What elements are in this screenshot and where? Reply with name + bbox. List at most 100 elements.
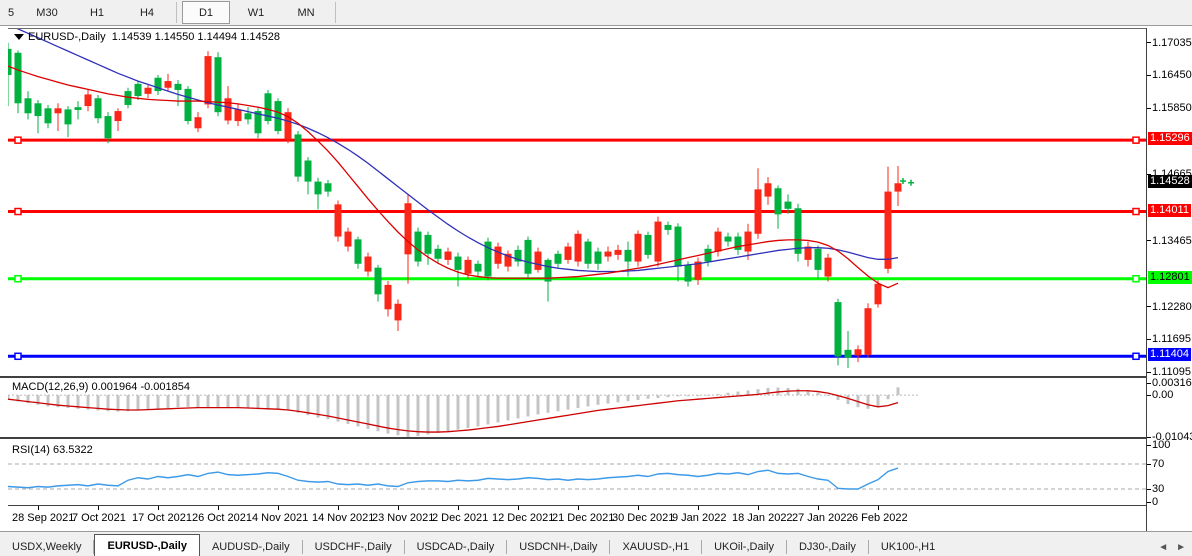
price-axis[interactable]: 1.170351.164501.158501.146651.134651.122… [1146, 28, 1192, 531]
macd-bar [186, 395, 190, 407]
date-tick-mark [638, 506, 639, 510]
tab-scroll-left-icon[interactable]: ◄ [1158, 542, 1169, 553]
macd-bar [496, 395, 500, 423]
candle [654, 221, 662, 262]
timeframe-button-h1[interactable]: H1 [89, 6, 105, 19]
rsi-pane[interactable] [8, 440, 1146, 505]
toolbar-separator [335, 2, 336, 23]
candle [134, 83, 142, 97]
macd-bar [286, 395, 290, 411]
symbol-tab-usdchf[interactable]: USDCHF-,Daily [314, 541, 392, 553]
price-axis-tick: 1.17035 [1152, 36, 1192, 49]
chevron-down-icon[interactable] [14, 34, 24, 41]
macd-indicator-label: MACD(12,26,9) [12, 381, 89, 393]
quote-low: 1.14494 [197, 31, 238, 43]
date-label: 23 Nov 2021 [372, 512, 435, 524]
price-chart-pane[interactable] [8, 28, 1146, 377]
timeframe-button-w1[interactable]: W1 [247, 6, 265, 19]
symbol-tab-ukoil[interactable]: UKOil-,Daily [714, 541, 774, 553]
symbol-tab-eurusd[interactable]: EURUSD-,Daily [94, 534, 200, 556]
macd-bar [676, 395, 680, 397]
tab-separator [785, 540, 787, 554]
timeframe-toolbar: 5 M30 H1 H4 D1 W1 MN [0, 0, 1192, 26]
candle [304, 160, 312, 182]
chart-title-row[interactable]: EURUSD-,Daily 1.14539 1.14550 1.14494 1.… [14, 31, 280, 43]
candle [314, 181, 322, 195]
candle [764, 183, 772, 197]
axis-tick-mark [1147, 306, 1151, 308]
candle [384, 284, 392, 310]
candle [184, 88, 192, 122]
hline-handle[interactable] [14, 207, 22, 216]
candle [634, 233, 642, 262]
candle [204, 56, 212, 105]
macd-bar [86, 395, 90, 410]
hline-handle[interactable] [1132, 274, 1140, 283]
hline-handle[interactable] [1132, 207, 1140, 216]
symbol-tab-xauusd[interactable]: XAUUSD-,H1 [622, 541, 690, 553]
symbol-tab-audusd[interactable]: AUDUSD-,Daily [211, 541, 290, 553]
axis-tick-mark [1147, 444, 1151, 446]
candle [774, 188, 782, 215]
macd-bar [316, 395, 320, 418]
macd-bar [656, 395, 660, 398]
hline-handle[interactable] [14, 352, 22, 361]
hline-handle[interactable] [14, 136, 22, 144]
macd-bar [606, 395, 610, 404]
time-axis[interactable]: 28 Sep 2021 7 Oct 2021 17 Oct 2021 26 Oct 2… [8, 505, 1146, 532]
timeframe-button-m30[interactable]: M30 [36, 6, 58, 19]
macd-bar [216, 395, 220, 408]
price-axis-tick: 1.15850 [1152, 102, 1192, 115]
macd-bar [726, 392, 730, 396]
candle [394, 303, 402, 321]
symbol-tab-usdcnh[interactable]: USDCNH-,Daily [519, 541, 598, 553]
candle [824, 257, 832, 277]
tab-scroll-right-icon[interactable]: ► [1176, 542, 1186, 553]
candle [624, 249, 632, 262]
symbol-tab-usdcad[interactable]: USDCAD-,Daily [416, 541, 495, 553]
timeframe-button-h4[interactable]: H4 [139, 6, 155, 19]
macd-bar [646, 395, 650, 399]
candle [794, 208, 802, 254]
hline-handle[interactable] [14, 274, 22, 283]
date-label: 14 Nov 2021 [312, 512, 375, 524]
macd-bar [546, 395, 550, 413]
candle [444, 251, 452, 260]
hline-handle[interactable] [1132, 352, 1140, 361]
macd-bar [836, 395, 840, 400]
symbol-tab-uk100[interactable]: UK100-,H1 [880, 541, 936, 553]
macd-bar [26, 395, 30, 404]
candle [524, 239, 532, 274]
symbol-tab-usdx[interactable]: USDX,Weekly [12, 541, 82, 553]
hline-handle[interactable] [1132, 136, 1140, 144]
symbol-tab-dj30[interactable]: DJ30-,Daily [798, 541, 856, 553]
macd-bar [56, 395, 60, 408]
macd-bar [526, 395, 530, 417]
macd-bar [116, 395, 120, 412]
timeframe-button-d1[interactable]: D1 [182, 1, 230, 24]
pane-splitter-rsi[interactable] [0, 437, 1192, 440]
rsi-line [8, 467, 899, 490]
candle [114, 111, 122, 122]
timeframe-button-5[interactable]: 5 [7, 6, 15, 19]
macd-bar [396, 395, 400, 436]
candle [104, 116, 112, 139]
axis-tick-mark [1147, 74, 1151, 76]
timeframe-button-mn[interactable]: MN [297, 6, 315, 19]
candle [14, 52, 22, 104]
candle [674, 226, 682, 267]
macd-pane[interactable] [8, 378, 1146, 437]
candle [534, 251, 542, 270]
candle [294, 134, 302, 177]
candle [784, 201, 792, 209]
macd-bar [246, 395, 250, 409]
macd-bar [826, 395, 830, 397]
tab-separator [609, 540, 611, 554]
date-tick-mark [758, 506, 759, 510]
macd-bar [36, 395, 40, 405]
candle [694, 261, 702, 280]
macd-bar [146, 395, 150, 410]
macd-bar [706, 394, 710, 396]
candle [494, 246, 502, 264]
candle [744, 231, 752, 252]
